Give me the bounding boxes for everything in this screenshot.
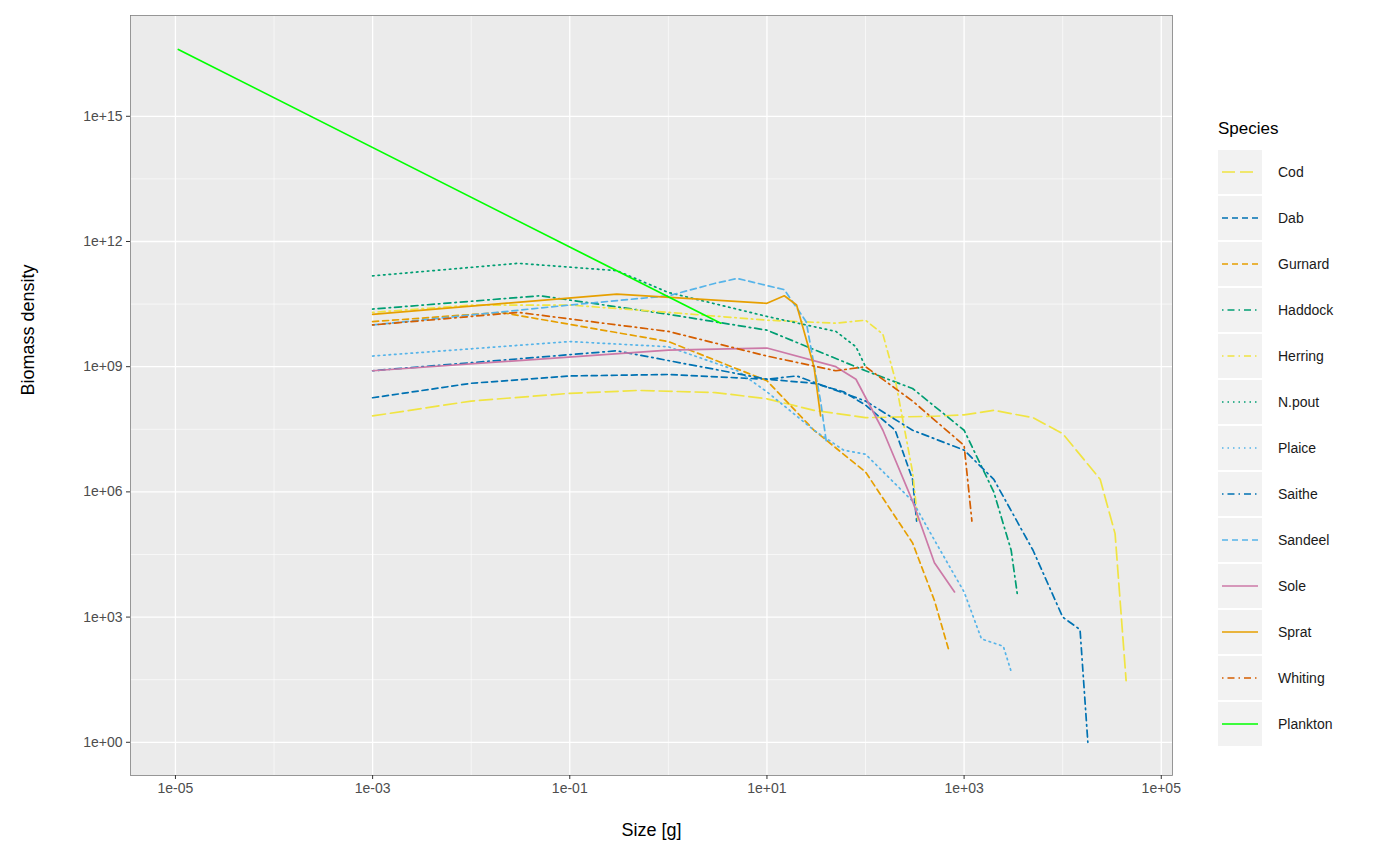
svg-text:Size [g]: Size [g] bbox=[621, 820, 681, 840]
svg-text:1e-03: 1e-03 bbox=[355, 780, 391, 796]
html-text:Plaice: Plaice bbox=[1278, 439, 1317, 456]
html-text:N.pout: N.pout bbox=[1278, 393, 1320, 410]
svg-text:1e+05: 1e+05 bbox=[1142, 780, 1182, 796]
html-text:Sandeel: Sandeel bbox=[1278, 531, 1330, 548]
svg-text:1e+12: 1e+12 bbox=[83, 233, 123, 249]
html-text:Gurnard: Gurnard bbox=[1278, 255, 1330, 272]
svg-text:1e+15: 1e+15 bbox=[83, 108, 123, 124]
svg-text:1e+06: 1e+06 bbox=[83, 483, 123, 499]
html-text:Species: Species bbox=[1218, 118, 1279, 138]
html-text:Sprat: Sprat bbox=[1278, 623, 1312, 640]
svg-text:1e-01: 1e-01 bbox=[552, 780, 588, 796]
html-text:Sole: Sole bbox=[1278, 577, 1306, 594]
svg-text:1e+09: 1e+09 bbox=[83, 358, 123, 374]
svg-text:1e+03: 1e+03 bbox=[944, 780, 984, 796]
html-text:Plankton: Plankton bbox=[1278, 715, 1333, 732]
svg-text:1e-05: 1e-05 bbox=[158, 780, 194, 796]
svg-text:1e+03: 1e+03 bbox=[83, 609, 123, 625]
html-text:Dab: Dab bbox=[1278, 209, 1304, 226]
html-text:Saithe: Saithe bbox=[1278, 485, 1318, 502]
svg-text:1e+01: 1e+01 bbox=[747, 780, 787, 796]
html-text:Whiting: Whiting bbox=[1278, 669, 1325, 686]
html-text:Haddock: Haddock bbox=[1278, 301, 1334, 318]
svg-text:1e+00: 1e+00 bbox=[83, 734, 123, 750]
svg-text:Biomass density: Biomass density bbox=[18, 264, 38, 395]
html-text:Herring: Herring bbox=[1278, 347, 1324, 364]
html-text:Cod: Cod bbox=[1278, 163, 1304, 180]
